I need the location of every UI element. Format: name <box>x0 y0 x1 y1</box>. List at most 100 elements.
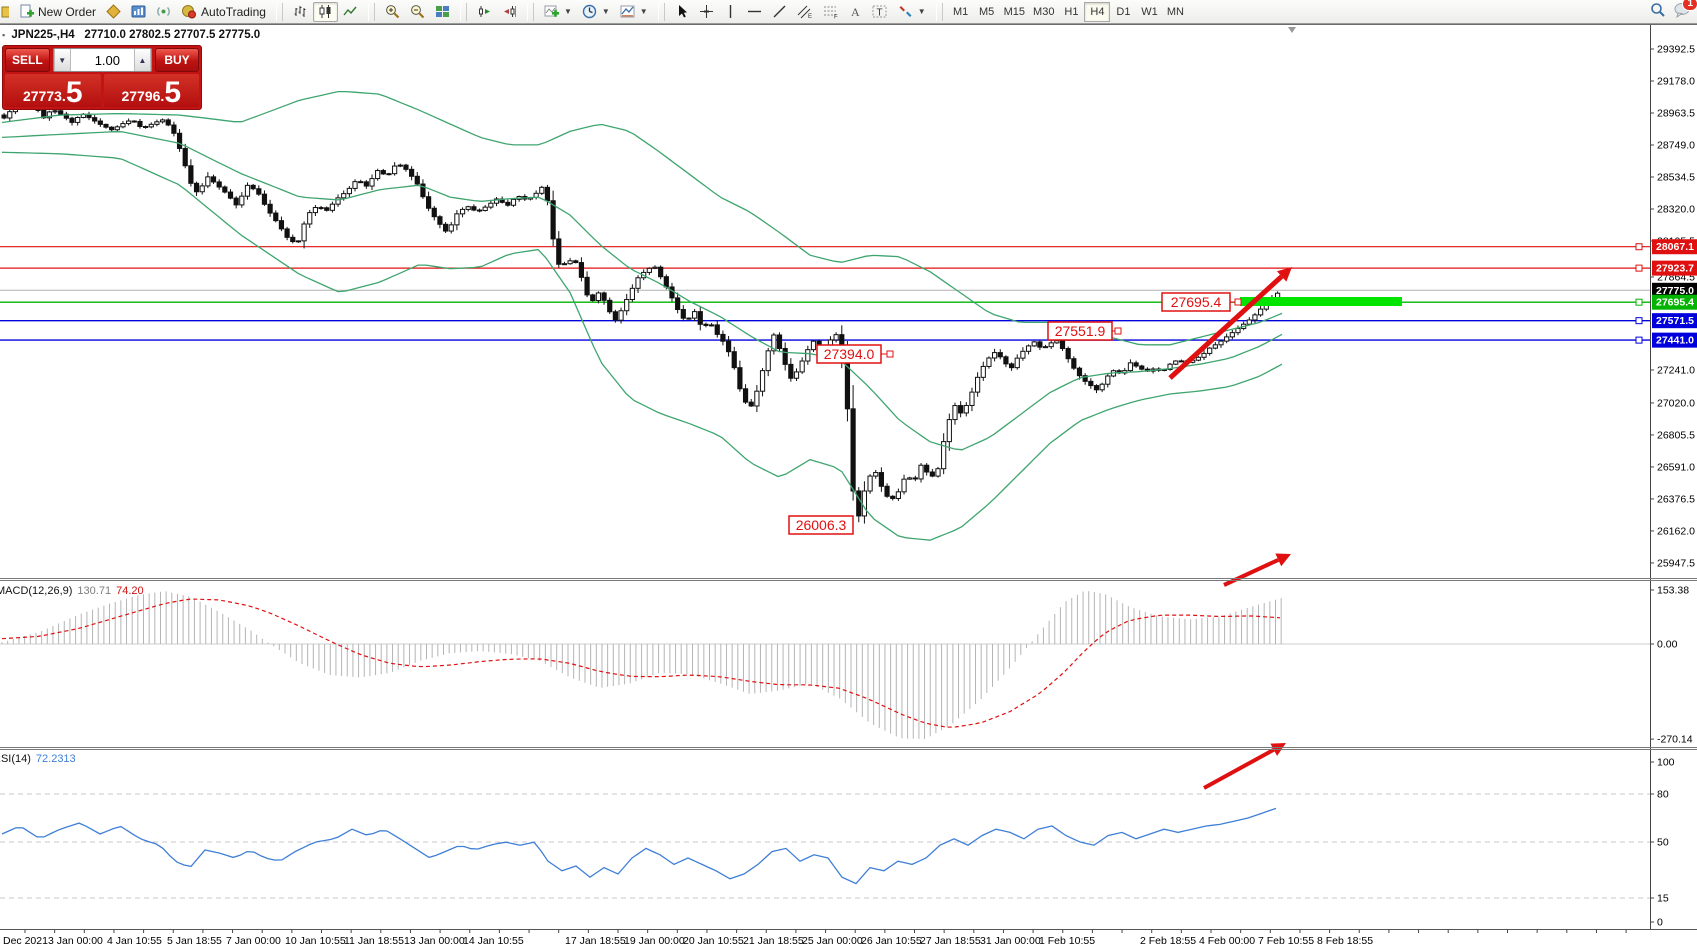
candle-body <box>471 206 477 211</box>
candlestick-chart-button[interactable] <box>312 1 338 22</box>
candle-body <box>352 181 358 189</box>
chart-shift-button[interactable] <box>497 2 522 22</box>
candle-body <box>307 212 313 225</box>
candle-body <box>697 311 703 325</box>
candle-body <box>714 324 720 335</box>
candle-body <box>222 186 228 193</box>
candle-body <box>482 206 488 212</box>
timeframe-mn[interactable]: MN <box>1162 2 1188 22</box>
line-chart-icon <box>343 6 357 16</box>
timeframe-h1[interactable]: H1 <box>1058 2 1084 22</box>
one-click-collapse-icon[interactable]: ▪ <box>2 30 6 40</box>
candle-body <box>126 120 132 125</box>
buy-button[interactable]: BUY <box>155 48 199 72</box>
sell-price[interactable]: 27773. 5 <box>5 74 101 108</box>
candle-body <box>1020 350 1026 359</box>
arrows-tool-button[interactable]: ▼ <box>893 2 931 22</box>
tile-windows-button[interactable] <box>430 2 455 22</box>
zoom-out-button[interactable] <box>405 2 430 22</box>
volume-value[interactable]: 1.00 <box>94 52 120 68</box>
timeframe-w1[interactable]: W1 <box>1136 2 1162 22</box>
candle-body <box>731 351 737 369</box>
new-order-button[interactable]: New Order <box>14 2 101 22</box>
candle-body <box>58 110 64 115</box>
line-chart-button[interactable] <box>338 2 363 22</box>
text-label-tool-button[interactable]: T <box>867 2 893 22</box>
one-click-trading-panel: SELL ▼ 1.00 ▲ BUY 27773. 5 27796. 5 <box>2 45 202 110</box>
fibonacci-tool-button[interactable]: F <box>818 2 844 22</box>
crosshair-tool-button[interactable] <box>694 2 719 22</box>
vertical-line-tool-button[interactable] <box>719 2 742 22</box>
metaeditor-button[interactable] <box>101 2 126 22</box>
text-tool-button[interactable]: A <box>844 2 867 22</box>
candle-body <box>193 182 200 193</box>
macd-tick-label: 153.38 <box>1657 585 1689 597</box>
candle-body <box>646 267 652 273</box>
sell-button[interactable]: SELL <box>5 48 50 72</box>
bar-chart-button[interactable] <box>288 2 313 22</box>
candle-body <box>165 119 171 126</box>
zoom-in-button[interactable] <box>380 2 405 22</box>
price-tick-label: 26805.5 <box>1657 429 1695 441</box>
price-callout-text: 26006.3 <box>796 517 847 533</box>
candle-body <box>114 126 120 131</box>
candle-body <box>1037 341 1043 348</box>
periods-button[interactable]: ▼ <box>577 2 615 22</box>
candle-body <box>75 116 81 123</box>
timeframe-m15[interactable]: M15 <box>1000 2 1029 22</box>
community-chat-icon[interactable]: 1 <box>1674 0 1697 21</box>
timeframe-h4[interactable]: H4 <box>1084 1 1111 22</box>
price-callout-box <box>788 515 854 535</box>
candle-body <box>1093 385 1100 391</box>
resistance-highlight-bar <box>1240 297 1402 306</box>
buy-price[interactable]: 27796. 5 <box>103 74 199 108</box>
volume-increase-button[interactable]: ▲ <box>134 49 151 71</box>
candle-body <box>1195 356 1201 361</box>
timeframe-d1[interactable]: D1 <box>1110 2 1136 22</box>
trendline-tool-button[interactable] <box>767 2 792 22</box>
symbol-ohlc-bar: ▪ JPN225-,H4 27710.0 27802.5 27707.5 277… <box>2 29 260 41</box>
candle-body <box>301 223 307 242</box>
horizontal-line-tool-button[interactable] <box>742 2 767 22</box>
bollinger-lower-band <box>1 151 1283 541</box>
candle-body <box>1207 347 1213 354</box>
cursor-tool-button[interactable] <box>670 2 694 22</box>
svg-text:A: A <box>851 5 860 19</box>
candle-body <box>720 333 726 342</box>
volume-decrease-button[interactable]: ▼ <box>53 49 71 71</box>
date-label: 14 Jan 10:55 <box>463 935 524 947</box>
timeframe-m1[interactable]: M1 <box>948 2 974 22</box>
candle-body <box>182 147 188 167</box>
callout-handle <box>1114 327 1122 335</box>
candle-body <box>290 236 296 243</box>
callout-handle <box>1234 298 1242 306</box>
tile-windows-icon <box>435 6 449 17</box>
candle-body <box>629 287 635 301</box>
channel-tool-button[interactable]: E <box>792 2 818 22</box>
candle-body <box>1212 344 1218 349</box>
toolbar-separator <box>526 2 534 21</box>
terminal-button[interactable] <box>126 2 151 22</box>
candle-body <box>233 197 239 206</box>
auto-scroll-button[interactable] <box>472 2 497 22</box>
candle-body <box>1042 346 1049 349</box>
dropdown-caret-icon: ▼ <box>917 7 926 16</box>
candle-body <box>890 495 896 499</box>
candle-body <box>618 310 624 321</box>
price-tick-label: 26591.0 <box>1657 461 1695 473</box>
indicators-button[interactable]: ▼ <box>539 2 577 22</box>
candle-body <box>143 126 149 129</box>
autotrading-button[interactable]: AutoTrading <box>176 2 271 22</box>
candle-body <box>901 478 907 493</box>
timeframe-m5[interactable]: M5 <box>974 2 1000 22</box>
timeframe-m30[interactable]: M30 <box>1029 2 1058 22</box>
candle-body <box>1275 292 1281 299</box>
candle-body <box>216 181 222 188</box>
signals-button[interactable] <box>151 2 176 22</box>
candle-body <box>1031 341 1037 347</box>
candle-body <box>1054 340 1060 344</box>
search-icon[interactable] <box>1650 2 1666 21</box>
templates-button[interactable]: ▼ <box>615 2 653 22</box>
svg-text:E: E <box>808 14 812 19</box>
